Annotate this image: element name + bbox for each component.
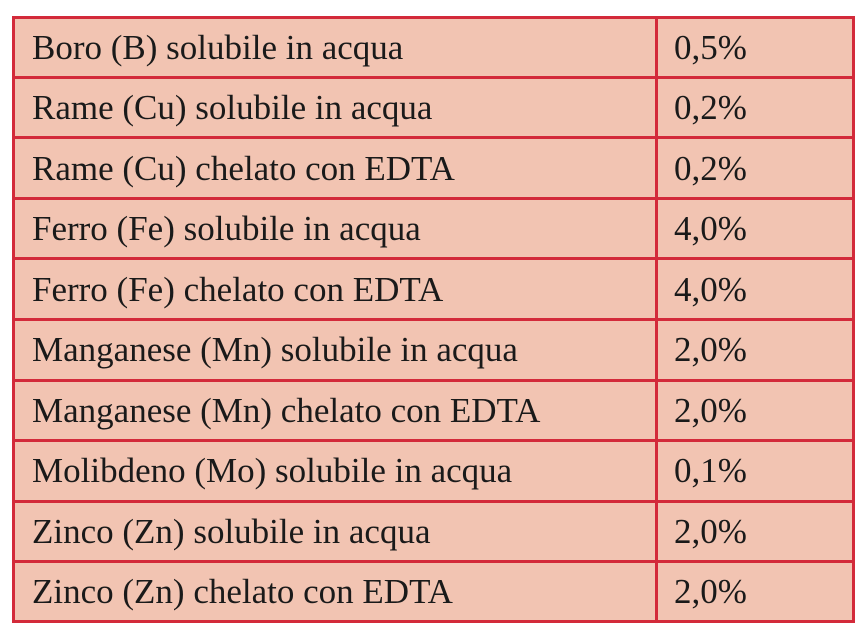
- percentage-cell: 2,0%: [655, 560, 852, 620]
- nutrient-table: Boro (B) solubile in acqua 0,5% Rame (Cu…: [15, 19, 852, 620]
- element-name-cell: Manganese (Mn) solubile in acqua: [15, 317, 658, 382]
- table-row: Ferro (Fe) solubile in acqua 4,0%: [15, 196, 852, 261]
- table-row: Zinco (Zn) solubile in acqua 2,0%: [15, 499, 852, 564]
- table-row: Boro (B) solubile in acqua 0,5%: [15, 19, 852, 79]
- percentage-cell: 2,0%: [655, 499, 852, 564]
- nutrient-table-container: Boro (B) solubile in acqua 0,5% Rame (Cu…: [12, 16, 855, 623]
- element-name-cell: Zinco (Zn) solubile in acqua: [15, 499, 658, 564]
- table-row: Molibdeno (Mo) solubile in acqua 0,1%: [15, 439, 852, 503]
- table-row: Rame (Cu) solubile in acqua 0,2%: [15, 75, 852, 140]
- element-name-cell: Ferro (Fe) solubile in acqua: [15, 196, 658, 261]
- percentage-cell: 0,1%: [655, 439, 852, 503]
- element-name-cell: Molibdeno (Mo) solubile in acqua: [15, 439, 658, 503]
- element-name-cell: Rame (Cu) solubile in acqua: [15, 75, 658, 140]
- percentage-cell: 0,2%: [655, 136, 852, 200]
- percentage-cell: 0,2%: [655, 75, 852, 140]
- percentage-cell: 2,0%: [655, 317, 852, 382]
- element-name-cell: Boro (B) solubile in acqua: [15, 19, 658, 79]
- table-row: Manganese (Mn) chelato con EDTA 2,0%: [15, 378, 852, 443]
- element-name-cell: Zinco (Zn) chelato con EDTA: [15, 560, 658, 620]
- percentage-cell: 2,0%: [655, 378, 852, 443]
- percentage-cell: 4,0%: [655, 196, 852, 261]
- table-row: Zinco (Zn) chelato con EDTA 2,0%: [15, 560, 852, 620]
- table-row: Ferro (Fe) chelato con EDTA 4,0%: [15, 257, 852, 321]
- element-name-cell: Ferro (Fe) chelato con EDTA: [15, 257, 658, 321]
- element-name-cell: Rame (Cu) chelato con EDTA: [15, 136, 658, 200]
- percentage-cell: 0,5%: [655, 19, 852, 79]
- table-row: Rame (Cu) chelato con EDTA 0,2%: [15, 136, 852, 200]
- element-name-cell: Manganese (Mn) chelato con EDTA: [15, 378, 658, 443]
- percentage-cell: 4,0%: [655, 257, 852, 321]
- table-row: Manganese (Mn) solubile in acqua 2,0%: [15, 317, 852, 382]
